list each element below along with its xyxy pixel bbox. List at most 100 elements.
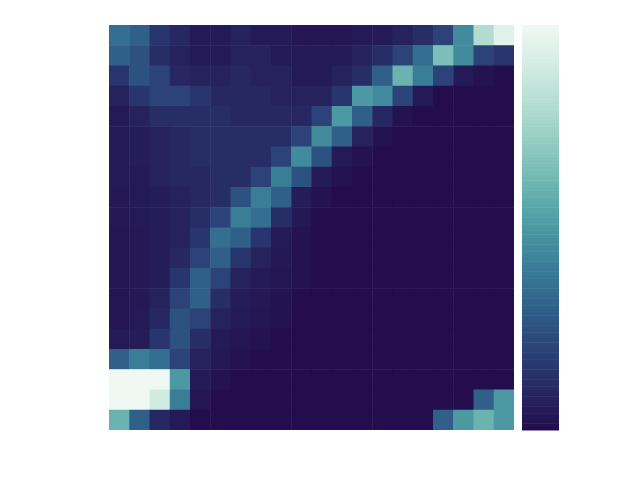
heatmap-cell xyxy=(150,329,171,350)
heatmap-cell xyxy=(393,248,414,269)
colorbar-step xyxy=(522,288,559,292)
heatmap-cell xyxy=(332,390,353,411)
heatmap-cell xyxy=(474,410,495,430)
heatmap-cell xyxy=(109,268,130,289)
heatmap-cell xyxy=(453,25,474,46)
heatmap-cell xyxy=(210,288,231,309)
colorbar-step xyxy=(522,197,559,201)
heatmap-cell xyxy=(372,309,393,330)
heatmap-cell xyxy=(291,187,312,208)
heatmap-cell xyxy=(129,126,150,147)
heatmap-cell xyxy=(210,369,231,390)
heatmap-cell xyxy=(109,207,130,228)
colorbar xyxy=(522,25,559,431)
heatmap-cell xyxy=(251,86,272,107)
heatmap-cell xyxy=(251,45,272,66)
heatmap-cell xyxy=(393,268,414,289)
heatmap-cell xyxy=(231,288,252,309)
heatmap-cell xyxy=(494,268,514,289)
heatmap-cell xyxy=(190,268,211,289)
colorbar-step xyxy=(522,366,559,370)
heatmap-cell xyxy=(393,369,414,390)
heatmap-cell xyxy=(453,309,474,330)
heatmap-cell xyxy=(393,187,414,208)
heatmap-cell xyxy=(474,25,495,46)
heatmap-cell xyxy=(433,187,454,208)
heatmap-cell xyxy=(372,207,393,228)
heatmap-cell xyxy=(494,25,514,46)
heatmap-cell xyxy=(129,268,150,289)
heatmap-cell xyxy=(393,349,414,370)
heatmap-cell xyxy=(393,66,414,87)
heatmap-cell xyxy=(291,390,312,411)
heatmap-cell xyxy=(453,329,474,350)
colorbar-step xyxy=(522,177,559,181)
heatmap-cell xyxy=(312,410,333,430)
colorbar-step xyxy=(522,113,559,117)
heatmap-cell xyxy=(312,86,333,107)
colorbar-step xyxy=(522,103,559,107)
heatmap-cell xyxy=(109,147,130,168)
heatmap-cell xyxy=(190,86,211,107)
heatmap-cell xyxy=(453,228,474,249)
heatmap-cell xyxy=(291,25,312,46)
heatmap-cell xyxy=(150,187,171,208)
heatmap-cell xyxy=(433,228,454,249)
heatmap-cell xyxy=(129,288,150,309)
heatmap-cell xyxy=(170,349,191,370)
heatmap-cell xyxy=(210,126,231,147)
heatmap-cell xyxy=(474,86,495,107)
heatmap-cell xyxy=(332,248,353,269)
heatmap-cell xyxy=(413,86,434,107)
colorbar-step xyxy=(522,49,559,53)
colorbar-step xyxy=(522,126,559,130)
heatmap-cell xyxy=(312,147,333,168)
heatmap-cell xyxy=(352,390,373,411)
heatmap-cell xyxy=(393,207,414,228)
heatmap-cell xyxy=(291,410,312,430)
heatmap-cell xyxy=(494,390,514,411)
heatmap-cell xyxy=(231,309,252,330)
heatmap-cell xyxy=(413,288,434,309)
colorbar-step xyxy=(522,369,559,373)
heatmap-cell xyxy=(372,349,393,370)
heatmap-cell xyxy=(494,147,514,168)
heatmap-cell xyxy=(251,390,272,411)
heatmap-cell xyxy=(393,309,414,330)
heatmap-cell xyxy=(129,147,150,168)
colorbar-step xyxy=(522,417,559,421)
heatmap-cell xyxy=(332,288,353,309)
heatmap-cell xyxy=(332,207,353,228)
colorbar-step xyxy=(522,271,559,275)
colorbar-step xyxy=(522,180,559,184)
heatmap-cell xyxy=(129,66,150,87)
heatmap-cell xyxy=(251,228,272,249)
heatmap-cell xyxy=(210,106,231,127)
heatmap-cell xyxy=(271,207,292,228)
heatmap-cell xyxy=(109,25,130,46)
heatmap-cell xyxy=(231,167,252,188)
colorbar-step xyxy=(522,292,559,296)
colorbar-step xyxy=(522,214,559,218)
colorbar-step xyxy=(522,251,559,255)
heatmap-cell xyxy=(129,167,150,188)
heatmap-cell xyxy=(190,390,211,411)
heatmap-cell xyxy=(109,45,130,66)
heatmap-cell xyxy=(150,228,171,249)
colorbar-step xyxy=(522,133,559,137)
heatmap-cell xyxy=(372,288,393,309)
heatmap-cell xyxy=(231,66,252,87)
heatmap-cell xyxy=(453,248,474,269)
colorbar-step xyxy=(522,373,559,377)
colorbar-step xyxy=(522,295,559,299)
heatmap-cell xyxy=(332,309,353,330)
heatmap-cell xyxy=(312,207,333,228)
heatmap-cell xyxy=(129,228,150,249)
heatmap-cell xyxy=(271,126,292,147)
heatmap-cell xyxy=(312,25,333,46)
heatmap-cell xyxy=(170,66,191,87)
heatmap-cell xyxy=(372,25,393,46)
heatmap-cell xyxy=(433,106,454,127)
heatmap-cell xyxy=(393,410,414,430)
heatmap-cell xyxy=(251,66,272,87)
